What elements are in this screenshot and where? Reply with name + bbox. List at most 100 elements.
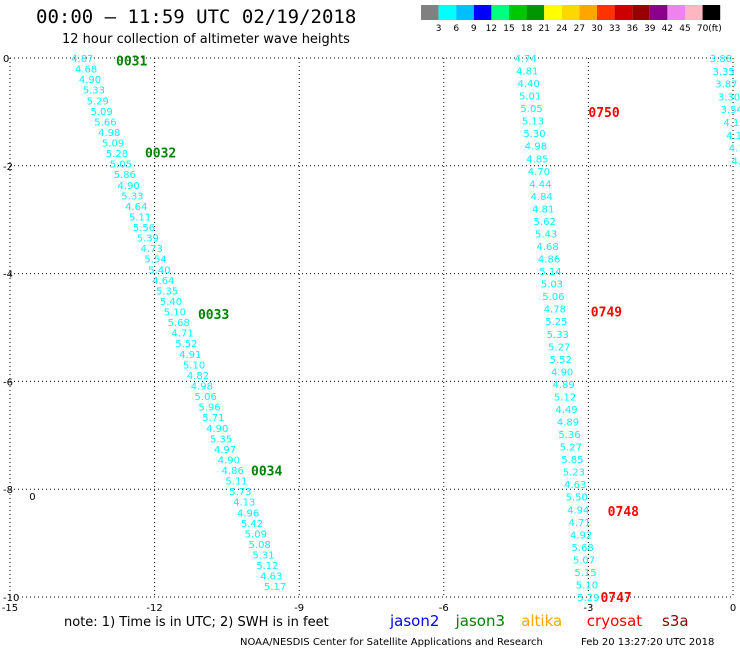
x-tick-label: -12 — [146, 603, 162, 614]
wave-height-value: 4.68 — [75, 65, 97, 76]
wave-height-value: 4.81 — [516, 67, 538, 78]
pass-time-label: 0747 — [600, 591, 631, 606]
wave-height-value: 4.98 — [525, 142, 547, 153]
wave-height-value: 4.98 — [98, 128, 120, 139]
wave-height-value: 4.90 — [551, 367, 573, 378]
scale-swatch — [544, 5, 562, 20]
wave-height-value: 4.40 — [518, 79, 540, 90]
wave-height-value: 5.39 — [137, 234, 159, 245]
wave-height-value: 3.87 — [715, 80, 737, 91]
wave-height-value: 4.77 — [732, 156, 740, 167]
wave-height-value: 5.13 — [522, 117, 544, 128]
scale-label: 70 — [697, 24, 709, 34]
wave-height-value: 4.90 — [218, 455, 240, 466]
wave-height-value: 5.03 — [541, 280, 563, 291]
wave-height-value: 5.28 — [106, 149, 128, 160]
wave-height-value: 5.12 — [554, 392, 576, 403]
wave-height-value: 5.85 — [561, 455, 583, 466]
wave-height-value: 4.71 — [171, 329, 193, 340]
wave-height-value: 4.84 — [531, 192, 553, 203]
wave-height-value: 5.09 — [245, 529, 267, 540]
wave-height-value: 4.91 — [179, 350, 201, 361]
scale-swatch — [614, 5, 633, 20]
scale-swatch — [561, 5, 580, 20]
wave-height-value: 5.43 — [535, 229, 557, 240]
track-jason3: 4.874.684.905.335.295.095.664.985.095.28… — [71, 54, 286, 593]
scale-swatch — [702, 5, 721, 20]
wave-height-value: 4.32 — [729, 144, 740, 155]
wave-height-value: 5.05 — [520, 104, 542, 115]
wave-height-color-scale: 3 6 9 12 15 18 21 24 27 30 33 36 39 42 45 70 (ft) — [421, 5, 722, 34]
wave-height-value: 5.40 — [160, 297, 182, 308]
scale-swatch — [509, 5, 527, 20]
wave-height-value: 4.90 — [206, 424, 228, 435]
wave-height-value: 5.35 — [210, 434, 232, 445]
footer-note: note: 1) Time is in UTC; 2) SWH is in fe… — [64, 615, 329, 630]
pass-time-label: 0750 — [588, 106, 619, 121]
legend-s3a: s3a — [662, 612, 689, 630]
legend-cryosat: cryosat — [587, 612, 642, 630]
footer-credit: NOAA/NESDIS Center for Satellite Applica… — [240, 637, 543, 648]
wave-height-value: 4.92 — [570, 530, 592, 541]
wave-height-value: 5.30 — [523, 129, 545, 140]
wave-height-value: 4.87 — [71, 54, 93, 65]
map-title: 00:00 – 11:59 UTC 02/19/2018 — [36, 6, 357, 28]
pass-time-label: 0031 — [116, 55, 147, 70]
wave-height-value: 5.68 — [168, 318, 190, 329]
scale-label: 30 — [591, 24, 603, 34]
wave-height-value: 5.08 — [249, 540, 271, 551]
wave-height-value: 4.89 — [557, 418, 579, 429]
wave-height-value: 5.29 — [577, 593, 599, 604]
wave-height-value: 3.54 — [721, 105, 740, 116]
wave-height-value: 4.82 — [187, 371, 209, 382]
track-cryosat: 4.744.814.405.015.055.135.304.984.854.70… — [515, 54, 600, 604]
wave-height-value: 4.44 — [529, 179, 551, 190]
wave-height-value: 3.88 — [710, 54, 732, 65]
scale-label: 6 — [453, 24, 459, 34]
pass-time-label: 0749 — [591, 305, 622, 320]
scale-swatch — [579, 5, 597, 20]
wave-height-value: 5.01 — [519, 92, 541, 103]
scale-label: 9 — [471, 24, 477, 34]
x-tick-label: -3 — [583, 603, 593, 614]
wave-height-value: 4.71 — [569, 518, 591, 529]
wave-height-value: 5.06 — [542, 292, 564, 303]
wave-height-value: 5.15 — [574, 568, 596, 579]
wave-height-value: 5.71 — [202, 413, 224, 424]
wave-height-value: 5.52 — [175, 339, 197, 350]
pass-time-labels: 0031 0032 0033 0034 0750 0749 0748 0747 — [116, 55, 639, 606]
wave-height-value: 4.63 — [564, 480, 586, 491]
wave-height-value: 4.97 — [214, 445, 236, 456]
wave-height-value: 5.86 — [114, 170, 136, 181]
satellite-tracks: 4.874.684.905.335.295.095.664.985.095.28… — [71, 54, 740, 604]
wave-height-value: 4.78 — [544, 305, 566, 316]
wave-height-value: 5.10 — [576, 580, 598, 591]
scale-swatch — [526, 5, 545, 20]
scale-label: 33 — [609, 24, 620, 34]
scale-label: 39 — [644, 24, 656, 34]
y-tick-label: 0 — [3, 54, 9, 65]
wave-height-value: 5.36 — [558, 430, 580, 441]
x-tick-label: -9 — [294, 603, 304, 614]
wave-height-value: 5.23 — [563, 468, 585, 479]
scale-swatch — [649, 5, 668, 20]
wave-height-value: 5.09 — [90, 107, 112, 118]
scale-label: 36 — [626, 24, 638, 34]
pass-time-label: 0034 — [251, 464, 282, 479]
wave-height-value: 5.66 — [94, 117, 116, 128]
wave-height-value: 5.14 — [539, 267, 561, 278]
scale-swatch — [491, 5, 509, 20]
wave-height-value: 5.73 — [229, 487, 251, 498]
pass-time-label: 0033 — [198, 308, 229, 323]
scale-label: 21 — [538, 24, 549, 34]
scale-swatch — [597, 5, 615, 20]
scale-label: 42 — [662, 24, 673, 34]
wave-height-value: 5.96 — [198, 403, 220, 414]
wave-height-value: 5.06 — [195, 392, 217, 403]
wave-height-value: 4.86 — [222, 466, 244, 477]
y-tick-label: -6 — [3, 377, 13, 388]
scale-swatch — [456, 5, 474, 20]
wave-height-value: 5.42 — [241, 519, 263, 530]
